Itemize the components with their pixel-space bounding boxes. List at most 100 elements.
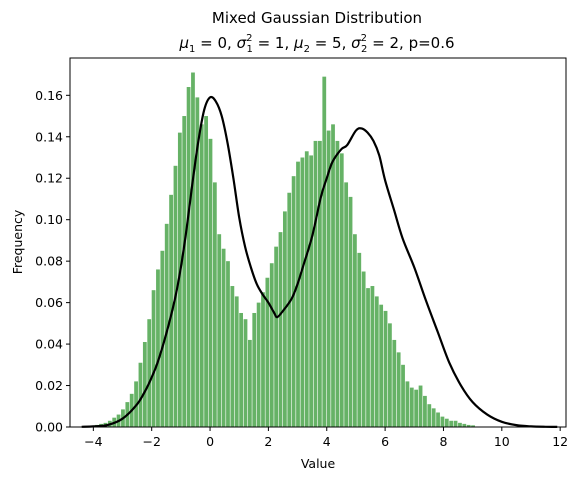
- histogram-bar: [234, 296, 239, 427]
- x-tick-label: 2: [264, 434, 272, 449]
- histogram-bar: [274, 246, 279, 427]
- histogram-bar: [374, 296, 379, 427]
- mu1-symbol: μ: [178, 34, 189, 52]
- histogram-bar: [396, 352, 401, 427]
- histogram-bar: [344, 182, 349, 427]
- mu1-value: = 0,: [195, 34, 236, 52]
- histogram-bar: [405, 381, 410, 427]
- histogram-bar: [300, 157, 305, 427]
- sigma1-subscript: 1: [246, 44, 252, 55]
- density-curve: [81, 95, 558, 428]
- histogram-bar: [265, 277, 270, 427]
- sigma1-symbol: σ: [237, 34, 247, 52]
- histogram-bar: [304, 151, 309, 428]
- x-tick-label: 12: [552, 434, 568, 449]
- histogram-bar: [208, 138, 213, 427]
- y-axis-ticks: 0.00 0.02 0.04 0.06 0.08 0.10 0.12 0.14 0.16: [35, 88, 70, 435]
- histogram-bar: [326, 130, 331, 427]
- histogram-bar: [256, 302, 261, 427]
- histogram-bar: [466, 424, 471, 427]
- histogram-bar: [226, 261, 230, 427]
- y-tick-label: 0.10: [35, 212, 63, 227]
- histogram-bar: [142, 342, 147, 427]
- histogram-bar: [191, 72, 195, 427]
- plot-frame: [69, 57, 567, 428]
- histogram-bar: [212, 182, 217, 427]
- x-tick-label: −2: [142, 434, 160, 449]
- histogram-bar: [309, 155, 314, 427]
- sigma2-subscript: 2: [361, 44, 367, 55]
- histogram-bar: [431, 408, 436, 427]
- y-tick-label: 0.06: [35, 295, 63, 310]
- histogram-bar: [458, 422, 462, 427]
- histogram-bar: [339, 153, 344, 428]
- histogram-bar: [357, 252, 362, 427]
- histogram-bar: [361, 271, 366, 427]
- chart-title: Mixed Gaussian Distribution: [212, 9, 422, 27]
- histogram-bar: [239, 312, 243, 427]
- y-tick-label: 0.14: [35, 129, 63, 144]
- histogram-bar: [335, 140, 340, 428]
- chart-subtitle: μ1 = 0, σ2 1 = 1, μ2 = 5, σ2 2 = 2, p=0.6: [178, 33, 454, 55]
- y-tick-label: 0.12: [35, 171, 63, 186]
- histogram-bar: [269, 263, 274, 427]
- histogram-bar: [379, 304, 384, 427]
- histogram-bar: [427, 404, 432, 427]
- histogram-bar: [151, 290, 156, 427]
- histogram-bar: [230, 286, 235, 427]
- histogram-bar: [383, 310, 388, 427]
- histogram-bar: [348, 196, 353, 427]
- histogram-bar: [261, 292, 265, 427]
- histogram-bar: [331, 124, 335, 427]
- x-axis-label: Value: [301, 456, 336, 471]
- histogram-bar: [186, 87, 191, 428]
- histogram-bar: [436, 412, 440, 427]
- y-tick-label: 0.08: [35, 254, 63, 269]
- x-tick-label: 10: [494, 434, 510, 449]
- histogram-bar: [217, 234, 222, 427]
- mu1-subscript: 1: [189, 44, 195, 55]
- histogram-bar: [278, 232, 283, 427]
- histogram-bar: [296, 161, 300, 427]
- density-line: [81, 95, 558, 428]
- histogram-bar: [282, 211, 287, 427]
- histogram-bar: [138, 362, 143, 427]
- histogram-bar: [243, 319, 248, 427]
- histogram-bar: [418, 385, 423, 427]
- mu2-value: = 5,: [310, 34, 351, 52]
- histogram-bar: [414, 389, 419, 427]
- histogram-bar: [199, 124, 204, 427]
- histogram-bar: [156, 269, 160, 427]
- histogram-bar: [370, 286, 375, 427]
- histogram-bar: [252, 312, 257, 427]
- sigma1-value: = 1,: [253, 34, 294, 52]
- y-tick-label: 0.16: [35, 88, 63, 103]
- y-tick-label: 0.02: [35, 378, 63, 393]
- histogram-bar: [388, 323, 392, 427]
- x-axis-ticks: −4 −2 0 2 4 6 8 10 12: [84, 427, 568, 449]
- histogram-bar: [462, 423, 467, 427]
- histogram-bar: [291, 176, 296, 427]
- y-tick-label: 0.00: [35, 420, 63, 435]
- histogram-bars: [86, 72, 475, 428]
- histogram-bar: [221, 248, 226, 427]
- histogram-bar: [182, 116, 187, 427]
- sigma1-superscript: 2: [246, 33, 252, 44]
- x-tick-label: 6: [381, 434, 389, 449]
- x-tick-label: 4: [323, 434, 331, 449]
- x-tick-label: −4: [84, 434, 102, 449]
- x-tick-label: 8: [439, 434, 447, 449]
- histogram-bar: [392, 339, 397, 427]
- histogram-bar: [204, 116, 208, 427]
- histogram-bar: [164, 223, 169, 427]
- mu2-subscript: 2: [304, 44, 310, 55]
- histogram-bar: [353, 234, 357, 427]
- histogram-bar: [453, 420, 458, 427]
- mu2-symbol: μ: [293, 34, 304, 52]
- histogram-bar: [440, 416, 445, 427]
- histogram-bar: [160, 250, 165, 427]
- sigma2-superscript: 2: [361, 33, 367, 44]
- histogram-bar: [449, 420, 454, 427]
- histogram-bar: [247, 339, 252, 427]
